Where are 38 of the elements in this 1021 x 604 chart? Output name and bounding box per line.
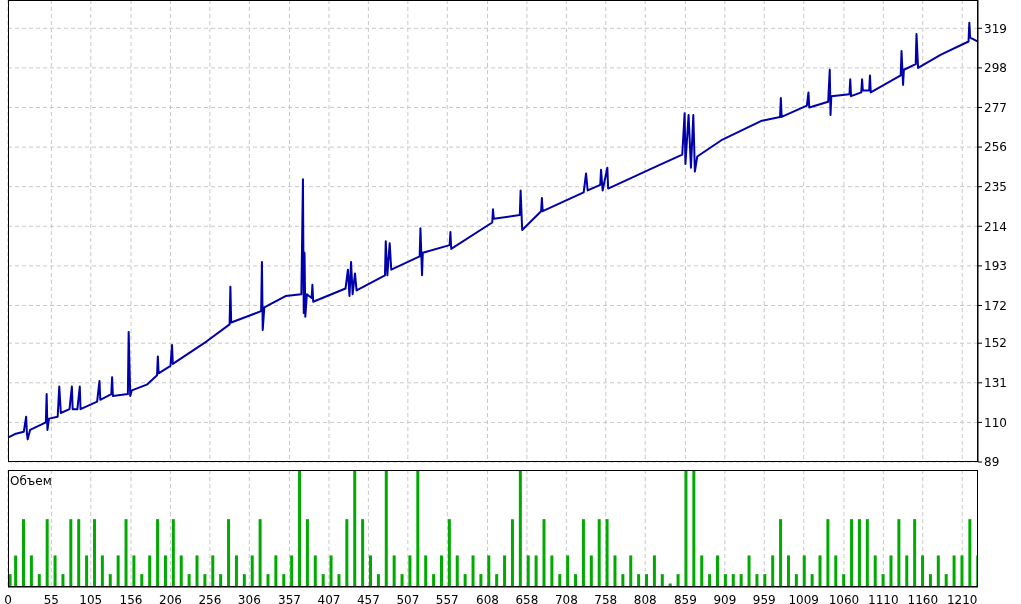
x-tick-label: 1210 — [946, 592, 978, 604]
x-tick-label: 1009 — [788, 592, 819, 604]
y-tick-label: 277 — [984, 100, 1007, 115]
x-tick-label: 708 — [554, 592, 578, 604]
y-tick-label: 131 — [984, 376, 1007, 391]
y-tick-label: 110 — [984, 415, 1007, 430]
x-tick-label: 55 — [43, 592, 60, 604]
y-tick-label: 319 — [984, 21, 1007, 36]
x-tick-label: 758 — [594, 592, 618, 604]
x-tick-label: 206 — [159, 592, 182, 604]
y-tick-label: 214 — [984, 219, 1007, 234]
x-tick-label: 407 — [317, 592, 341, 604]
y-tick-label: 152 — [984, 336, 1007, 351]
x-tick-label: 909 — [713, 592, 737, 604]
x-tick-label: 959 — [752, 592, 776, 604]
y-tick-label: 89 — [984, 455, 1000, 470]
x-tick-label: 557 — [435, 592, 459, 604]
y-tick-label: 235 — [984, 179, 1007, 194]
x-tick-label: 808 — [633, 592, 657, 604]
x-tick-label: 156 — [119, 592, 143, 604]
chart-title: Объем — [10, 474, 52, 488]
x-tick-label: 0 — [4, 592, 12, 604]
x-tick-label: 608 — [476, 592, 499, 604]
x-tick-label: 357 — [278, 592, 301, 604]
x-tick-label: 306 — [237, 592, 261, 604]
y-tick-label: 256 — [984, 140, 1007, 155]
x-tick-label: 1110 — [868, 592, 899, 604]
x-tick-label: 507 — [396, 592, 420, 604]
x-tick-label: 1060 — [828, 592, 860, 604]
x-tick-label: 105 — [79, 592, 103, 604]
x-tick-label: 859 — [673, 592, 697, 604]
x-tick-label: 457 — [356, 592, 380, 604]
y-tick-label: 193 — [984, 259, 1007, 274]
x-tick-label: 658 — [515, 592, 539, 604]
x-tick-label: 256 — [198, 592, 222, 604]
x-tick-label: 1160 — [907, 592, 939, 604]
y-tick-label: 298 — [984, 61, 1007, 76]
y-tick-label: 172 — [984, 298, 1007, 313]
